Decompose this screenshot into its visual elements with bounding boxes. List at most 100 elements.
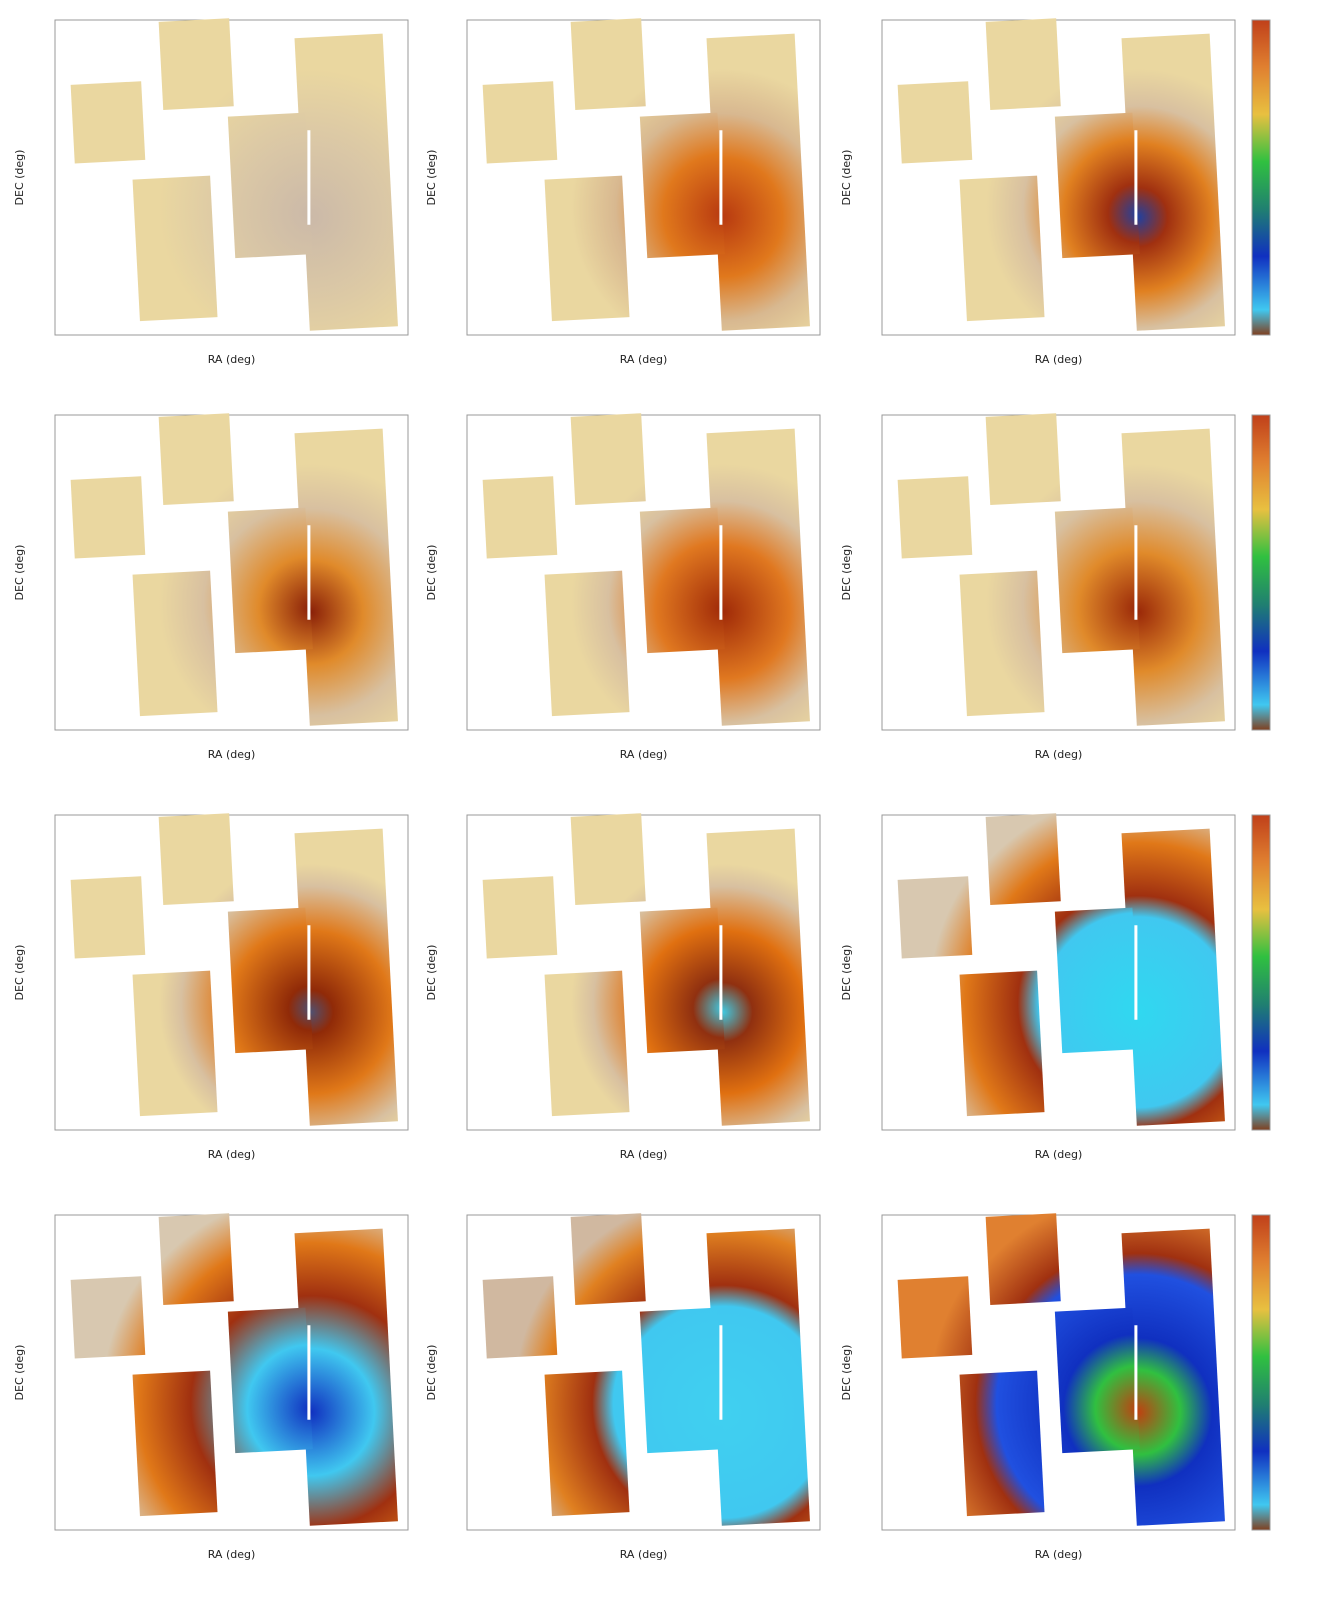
y-axis-label: DEC (deg) xyxy=(425,150,438,206)
sky-tile xyxy=(132,1370,218,1517)
sky-tile xyxy=(1121,828,1225,1126)
sky-tile xyxy=(132,570,218,717)
gap xyxy=(1134,1325,1138,1420)
sky-tile xyxy=(897,476,973,559)
sky-tile xyxy=(706,428,810,726)
colorbar xyxy=(1251,1214,1271,1531)
sky-tile xyxy=(158,1213,234,1305)
sky-tile xyxy=(70,476,146,559)
axes-frame xyxy=(466,814,821,1131)
colorbar xyxy=(1251,814,1271,1131)
gap xyxy=(719,925,723,1020)
sky-tile xyxy=(227,112,313,259)
sky-tile xyxy=(897,81,973,164)
gap xyxy=(307,925,311,1020)
sky-tile xyxy=(227,907,313,1054)
sky-tile xyxy=(1121,428,1225,726)
sky-tile xyxy=(544,970,630,1117)
sky-tile xyxy=(482,476,558,559)
axes-frame xyxy=(881,1214,1236,1531)
sky-tile xyxy=(294,428,398,726)
sky-tile xyxy=(1054,507,1140,654)
sky-tile xyxy=(158,413,234,505)
sky-tile xyxy=(132,970,218,1117)
axes-frame xyxy=(54,1214,409,1531)
y-axis-label: DEC (deg) xyxy=(13,545,26,601)
sky-tile xyxy=(639,1307,725,1454)
x-axis-label: RA (deg) xyxy=(620,1148,668,1161)
sky-tile xyxy=(706,828,810,1126)
x-axis-label: RA (deg) xyxy=(208,748,256,761)
sky-tile xyxy=(1054,907,1140,1054)
sky-tile xyxy=(639,907,725,1054)
sky-tile xyxy=(706,1228,810,1526)
sky-tile xyxy=(985,813,1061,905)
sky-tile xyxy=(482,876,558,959)
sky-tile xyxy=(985,1213,1061,1305)
sky-tile xyxy=(570,18,646,110)
axes-frame xyxy=(54,19,409,336)
sky-tile xyxy=(1121,33,1225,331)
sky-tile xyxy=(227,507,313,654)
sky-tile xyxy=(70,876,146,959)
sky-tile xyxy=(897,1276,973,1359)
sky-tile xyxy=(158,813,234,905)
sky-tile xyxy=(639,507,725,654)
sky-tile xyxy=(544,175,630,322)
sky-tile xyxy=(1054,1307,1140,1454)
sky-tile xyxy=(570,413,646,505)
axes-frame xyxy=(466,19,821,336)
sky-tile xyxy=(482,1276,558,1359)
x-axis-label: RA (deg) xyxy=(208,1548,256,1561)
sky-tile xyxy=(959,175,1045,322)
sky-tile xyxy=(959,1370,1045,1517)
x-axis-label: RA (deg) xyxy=(620,353,668,366)
sky-tile xyxy=(544,1370,630,1517)
axes-frame xyxy=(881,414,1236,731)
x-axis-label: RA (deg) xyxy=(1035,353,1083,366)
sky-tile xyxy=(482,81,558,164)
sky-tile xyxy=(639,112,725,259)
gap xyxy=(307,1325,311,1420)
axes-frame xyxy=(54,814,409,1131)
x-axis-label: RA (deg) xyxy=(208,353,256,366)
y-axis-label: DEC (deg) xyxy=(840,945,853,1001)
colorbar xyxy=(1251,414,1271,731)
sky-tile xyxy=(706,33,810,331)
sky-tile xyxy=(985,413,1061,505)
sky-tile xyxy=(1054,112,1140,259)
y-axis-label: DEC (deg) xyxy=(13,150,26,206)
x-axis-label: RA (deg) xyxy=(1035,748,1083,761)
y-axis-label: DEC (deg) xyxy=(840,1345,853,1401)
y-axis-label: DEC (deg) xyxy=(425,545,438,601)
sky-tile xyxy=(570,813,646,905)
axes-frame xyxy=(881,19,1236,336)
gap xyxy=(1134,130,1138,225)
sky-tile xyxy=(985,18,1061,110)
y-axis-label: DEC (deg) xyxy=(840,545,853,601)
axes-frame xyxy=(881,814,1236,1131)
sky-tile xyxy=(294,1228,398,1526)
sky-tile xyxy=(294,828,398,1126)
gap xyxy=(1134,925,1138,1020)
y-axis-label: DEC (deg) xyxy=(425,945,438,1001)
sky-tile xyxy=(959,570,1045,717)
x-axis-label: RA (deg) xyxy=(620,1548,668,1561)
sky-tile xyxy=(70,1276,146,1359)
sky-tile xyxy=(70,81,146,164)
gap xyxy=(719,130,723,225)
sky-tile xyxy=(544,570,630,717)
axes-frame xyxy=(466,414,821,731)
axes-frame xyxy=(54,414,409,731)
y-axis-label: DEC (deg) xyxy=(425,1345,438,1401)
sky-tile xyxy=(959,970,1045,1117)
x-axis-label: RA (deg) xyxy=(620,748,668,761)
axes-frame xyxy=(466,1214,821,1531)
sky-tile xyxy=(158,18,234,110)
sky-tile xyxy=(294,33,398,331)
colorbar xyxy=(1251,19,1271,336)
y-axis-label: DEC (deg) xyxy=(13,945,26,1001)
x-axis-label: RA (deg) xyxy=(1035,1548,1083,1561)
sky-tile xyxy=(897,876,973,959)
